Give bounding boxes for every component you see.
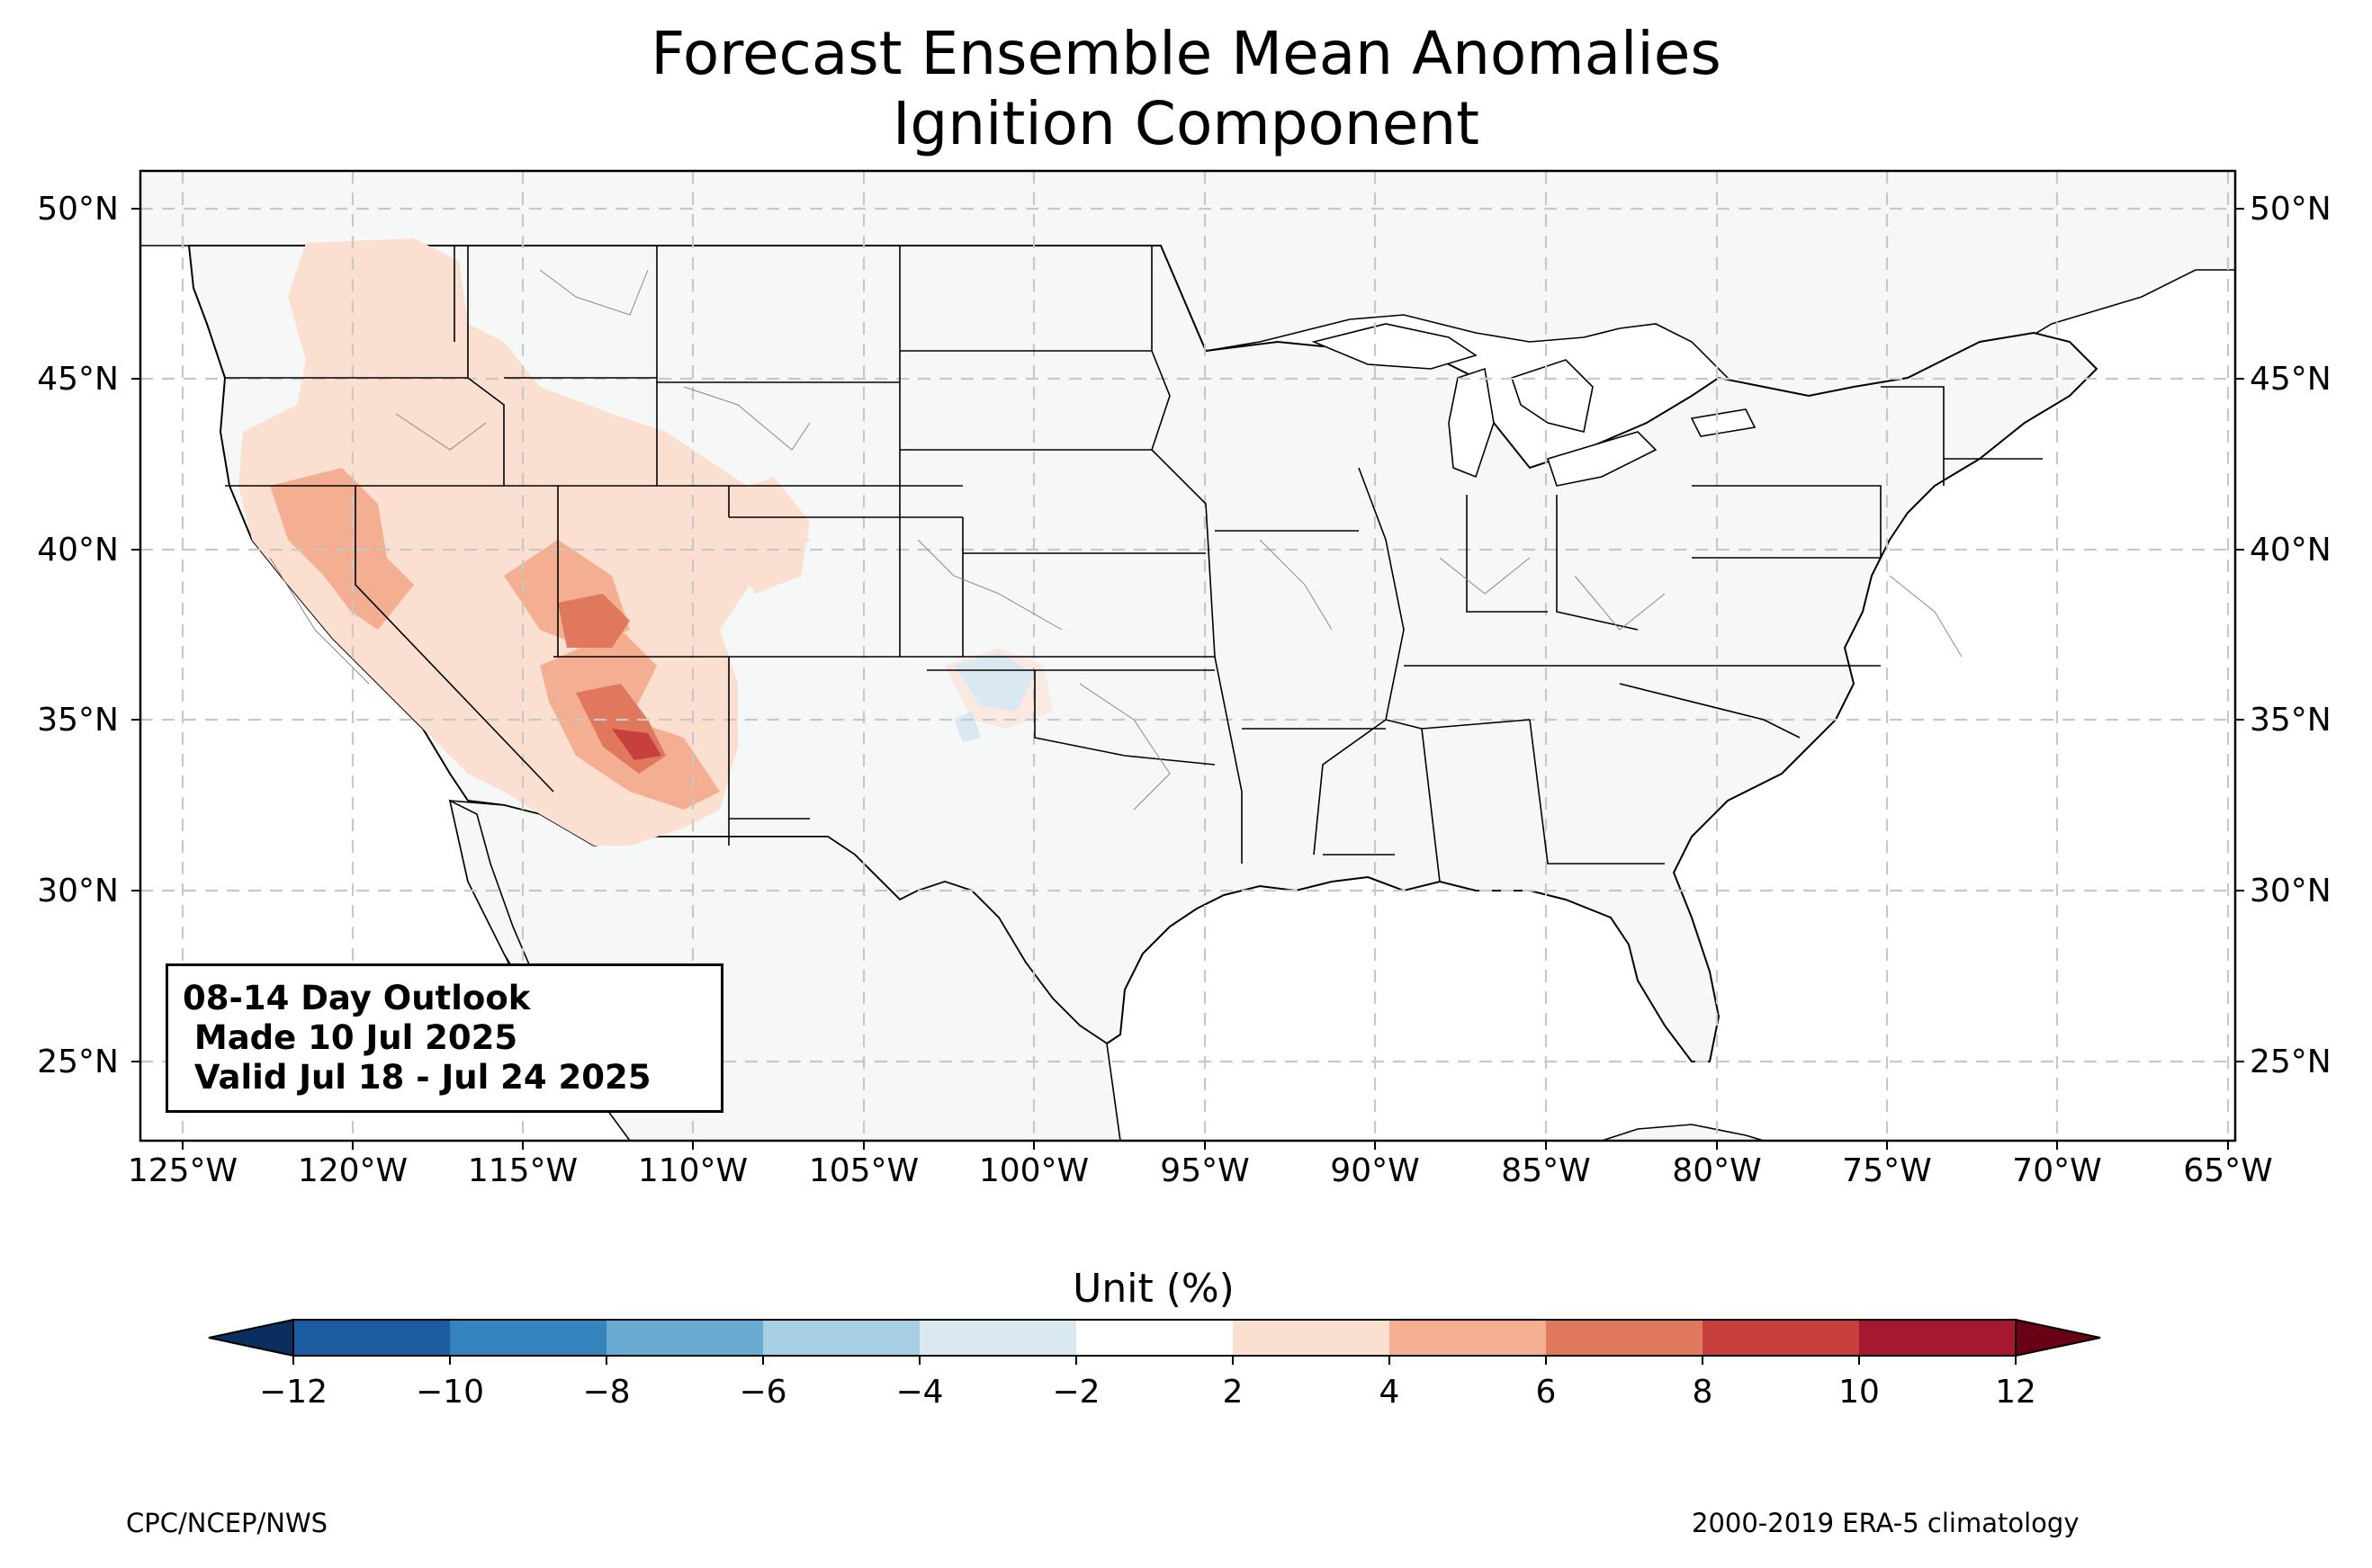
axis-ticks — [131, 208, 2244, 1150]
colorbar-swatch — [1703, 1320, 1860, 1356]
colorbar-swatch — [1233, 1320, 1390, 1356]
outlook-period: 08-14 Day Outlook — [183, 979, 531, 1017]
colorbar-tick-label: 10 — [1838, 1374, 1880, 1411]
colorbar-tick-label: 2 — [1222, 1374, 1244, 1411]
lon-label: 65°W — [2183, 1152, 2273, 1189]
lat-label-left: 50°N — [37, 191, 119, 228]
colorbar-tick-label: −10 — [416, 1374, 484, 1411]
lon-label: 90°W — [1330, 1152, 1420, 1189]
lon-label: 80°W — [1672, 1152, 1762, 1189]
outlook-info-box: 08-14 Day Outlook Made 10 Jul 2025 Valid… — [166, 963, 723, 1113]
colorbar-swatch — [1076, 1320, 1234, 1356]
lon-label: 115°W — [467, 1152, 579, 1189]
colorbar-swatch — [450, 1320, 607, 1356]
lon-label: 85°W — [1501, 1152, 1591, 1189]
colorbar-tick-label: 6 — [1535, 1374, 1557, 1411]
colorbar-tick-label: 12 — [1995, 1374, 2036, 1411]
canada-land — [140, 171, 2235, 424]
credit-label: CPC/NCEP/NWS — [126, 1508, 328, 1538]
lat-label-right: 50°N — [2250, 191, 2332, 228]
lon-label: 95°W — [1160, 1152, 1250, 1189]
colorbar-swatch — [1859, 1320, 2017, 1356]
colorbar-frame — [292, 1319, 2017, 1357]
lat-label-right: 40°N — [2250, 532, 2332, 569]
lon-label: 70°W — [2012, 1152, 2102, 1189]
lat-label-left: 45°N — [37, 361, 119, 398]
colorbar-tick-label: −6 — [739, 1374, 787, 1411]
colorbar-swatch — [293, 1320, 451, 1356]
lon-label: 125°W — [127, 1152, 238, 1189]
anomaly-shading — [238, 238, 1053, 846]
lat-label-right: 35°N — [2250, 702, 2332, 739]
cuba-land — [1601, 1124, 1765, 1141]
colorbar-tick-label: −8 — [582, 1374, 631, 1411]
chart-subtitle: Ignition Component — [892, 89, 1480, 158]
lat-label-left: 35°N — [37, 702, 119, 739]
lat-label-left: 30°N — [37, 873, 119, 909]
colorbar-swatch — [920, 1320, 1077, 1356]
lat-label-right: 30°N — [2250, 873, 2332, 909]
colorbar-tick-label: 4 — [1379, 1374, 1400, 1411]
lat-label-right: 45°N — [2250, 361, 2332, 398]
lon-label: 120°W — [297, 1152, 409, 1189]
lon-label: 105°W — [808, 1152, 920, 1189]
colorbar-under-arrow — [208, 1318, 294, 1357]
colorbar-tick-label: −2 — [1052, 1374, 1101, 1411]
valid-dates: Valid Jul 18 - Jul 24 2025 — [183, 1058, 651, 1097]
lat-label-right: 25°N — [2250, 1044, 2332, 1080]
lon-label: 75°W — [1842, 1152, 1932, 1189]
colorbar-over-arrow — [2015, 1318, 2101, 1357]
lat-label-left: 25°N — [37, 1044, 119, 1080]
chart-title: Forecast Ensemble Mean Anomalies — [651, 19, 1721, 88]
climatology-label: 2000-2019 ERA-5 climatology — [1692, 1508, 2080, 1538]
state-borders — [193, 246, 2043, 883]
colorbar-tick-label: −12 — [259, 1374, 328, 1411]
colorbar-swatch — [606, 1320, 764, 1356]
colorbar-swatch — [1389, 1320, 1547, 1356]
lon-label: 100°W — [978, 1152, 1090, 1189]
lat-label-left: 40°N — [37, 532, 119, 569]
colorbar — [208, 1318, 2101, 1365]
colorbar-swatch — [763, 1320, 921, 1356]
map-frame — [139, 169, 2237, 1142]
colorbar-tick-label: −4 — [895, 1374, 944, 1411]
county-borders — [269, 269, 1963, 811]
colorbar-swatch — [1546, 1320, 1703, 1356]
colorbar-label: Unit (%) — [1073, 1266, 1235, 1312]
colorbar-tick-label: 8 — [1692, 1374, 1713, 1411]
lon-label: 110°W — [637, 1152, 749, 1189]
made-date: Made 10 Jul 2025 — [183, 1018, 518, 1057]
